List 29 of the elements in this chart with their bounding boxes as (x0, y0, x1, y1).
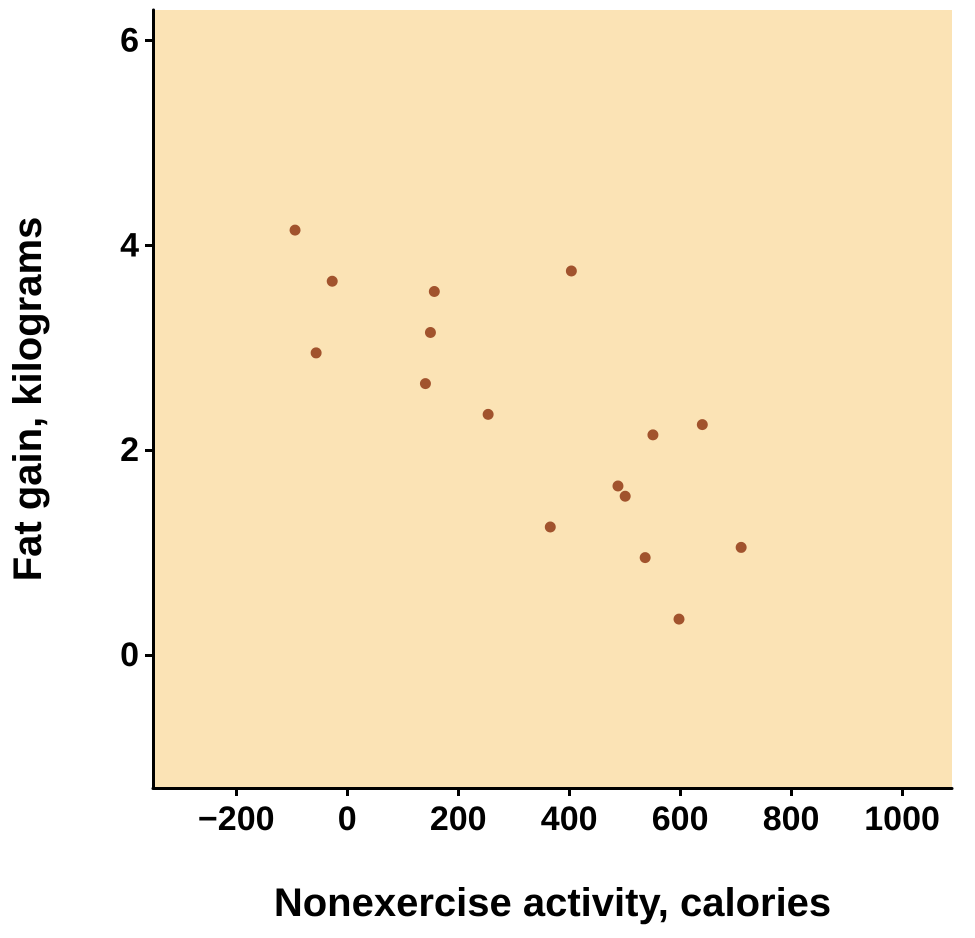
x-tick-label: 600 (652, 800, 708, 838)
point (544, 521, 556, 532)
y-tick-label: 2 (120, 431, 139, 470)
x-axis-title: Nonexercise activity, calories (274, 881, 832, 925)
x-tick-label: 1000 (864, 800, 940, 838)
point (326, 276, 338, 287)
point (640, 552, 651, 564)
x-tick-label: 0 (338, 800, 357, 838)
point (428, 286, 440, 298)
point (620, 490, 631, 502)
point (674, 614, 685, 625)
point (566, 266, 577, 277)
point (420, 378, 431, 390)
point (612, 480, 624, 492)
y-tick-label: 6 (120, 22, 139, 60)
point (482, 408, 494, 420)
y-tick-label: 0 (120, 636, 139, 674)
point (736, 542, 747, 553)
point (310, 347, 322, 358)
point (424, 326, 436, 338)
point (290, 224, 301, 236)
point (696, 419, 708, 430)
x-tick-label: 400 (540, 800, 598, 838)
point (647, 429, 658, 440)
x-tick-label: −200 (198, 800, 275, 838)
y-tick-label: 4 (120, 226, 140, 264)
x-tick-label: 800 (762, 800, 820, 838)
x-tick-label: 200 (430, 800, 487, 838)
y-axis-title: Fat gain, kilograms (6, 216, 50, 582)
